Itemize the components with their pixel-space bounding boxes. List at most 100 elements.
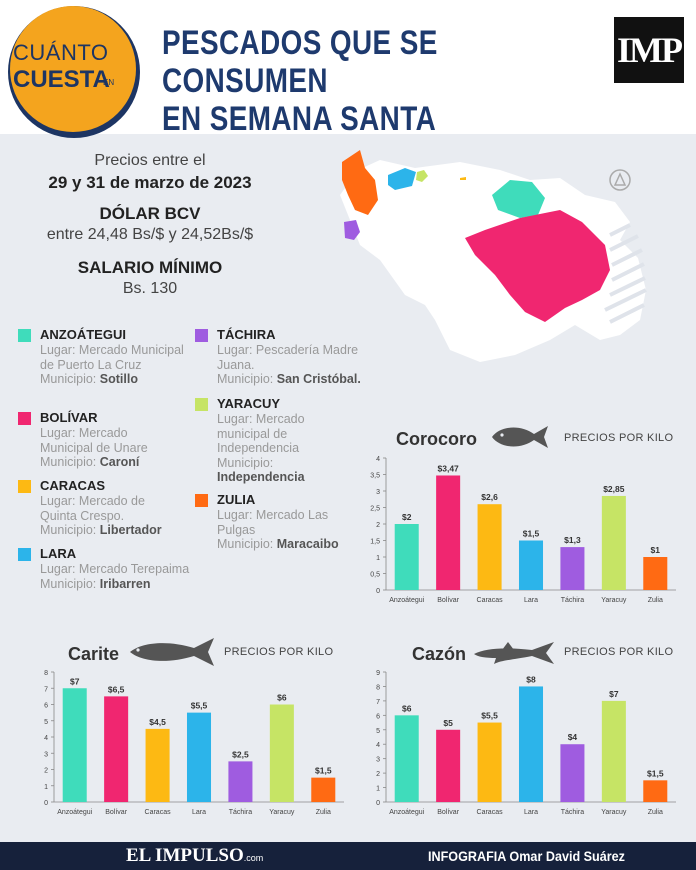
y-tick-label: 3 [376,757,380,764]
bar [436,729,461,802]
bar [477,504,502,590]
dolar-block: DÓLAR BCV entre 24,48 Bs/$ y 24,52Bs/$ [0,204,300,244]
map-caracas [460,177,466,180]
x-tick-label: Lara [524,809,538,816]
map-zulia [342,150,378,215]
bar-label: $5,5 [481,711,498,721]
dates-value: 29 y 31 de marzo de 2023 [48,173,252,192]
x-tick-label: Lara [524,597,538,604]
y-tick-label: 6 [44,703,48,710]
y-tick-label: 0 [376,588,380,595]
bar-label: $6 [402,703,412,713]
bar-label: $7 [70,676,80,686]
salario-block: SALARIO MÍNIMO Bs. 130 [0,258,300,298]
x-tick-label: Caracas [145,809,172,816]
x-tick-label: Bolívar [437,597,459,604]
corocoro-fish-icon [492,426,548,448]
bar [518,540,544,590]
x-tick-label: Caracas [477,809,504,816]
x-tick-label: Yaracuy [601,597,627,604]
chart-corocoro: 0 0,5 1 1,5 2 2,5 3 3,5 4 $2 Anzoátegui $3,47 Bolíva… [370,456,676,604]
map-bolivar [465,210,610,322]
venezuela-map [340,150,647,362]
dolar-value: entre 24,48 Bs/$ y 24,52Bs/$ [46,226,254,243]
cazon-fish-icon [474,642,554,664]
y-tick-label: 8 [44,670,48,677]
bar-label: $2,6 [481,492,498,502]
salario-label: SALARIO MÍNIMO [77,258,223,277]
bar-label: $3,47 [438,463,460,473]
page-title: PESCADOS QUE SE CONSUMEN EN SEMANA SANTA [162,24,438,138]
bar [601,700,626,802]
y-tick-label: 0 [44,800,48,807]
bar [311,777,336,802]
x-tick-label: Zulia [316,809,331,816]
dates-label: Precios entre el [94,152,206,169]
compass-icon [609,169,631,191]
badge-line1: CUÁNTO [13,40,109,65]
x-tick-label: Yaracuy [269,809,295,816]
x-tick-label: Bolívar [437,809,459,816]
bar [477,722,502,802]
map-anzoategui [492,180,545,218]
chart-corocoro-subtitle: PRECIOS POR KILO [564,432,674,444]
x-tick-label: Lara [192,809,206,816]
infografia-credit: INFOGRAFIA Omar David Suárez [428,848,625,864]
map-lara [388,168,416,190]
y-tick-label: 4 [376,742,380,749]
y-tick-label: 1,5 [370,539,380,546]
map-yaracuy [416,170,428,182]
bar-label: $1 [651,545,661,555]
y-tick-label: 5 [376,728,380,735]
badge-line2: CUESTA [13,66,110,93]
bar [643,557,668,590]
bar-label: $1,5 [523,529,540,539]
y-tick-label: 2 [44,768,48,775]
y-tick-label: 3,5 [370,473,380,480]
cuanto-cuesta-badge: CUÁNTO CUESTA EN [8,6,140,138]
bar-label: $2,85 [603,484,625,494]
y-tick-label: 3 [376,489,380,496]
y-tick-label: 8 [376,684,380,691]
bar [62,688,87,802]
bar-label: $6 [277,693,287,703]
map-tachira [344,220,360,240]
chart-cazon-title: Cazón [412,644,466,664]
y-tick-label: 5 [44,719,48,726]
y-tick-label: 1 [44,784,48,791]
x-tick-label: Táchira [561,597,584,604]
bar [560,744,585,802]
y-tick-label: 2 [376,771,380,778]
bar [394,524,419,590]
bar-label: $2 [402,512,412,522]
x-tick-label: Táchira [229,809,252,816]
x-tick-label: Zulia [648,597,663,604]
bar [643,780,668,802]
y-tick-label: 2 [376,522,380,529]
bar-label: $1,5 [647,768,664,778]
dolar-label: DÓLAR BCV [99,204,201,223]
bar [436,475,461,590]
x-tick-label: Caracas [477,597,504,604]
bar [145,728,170,802]
y-tick-label: 7 [376,699,380,706]
chart-carite-title: Carite [68,644,120,664]
bar-label: $1,3 [564,535,581,545]
chart-corocoro-title: Corocoro [396,429,477,449]
y-tick-label: 0 [376,800,380,807]
bar-label: $4,5 [149,717,166,727]
chart-cazon-subtitle: PRECIOS POR KILO [564,646,674,658]
footer [0,842,696,870]
y-tick-label: 6 [376,713,380,720]
bar [518,686,544,802]
x-tick-label: Táchira [561,809,584,816]
bar-label: $2,5 [232,749,249,759]
x-tick-label: Anzoátegui [57,809,92,816]
y-tick-label: 9 [376,670,380,677]
bar [601,495,626,590]
bar [394,715,419,802]
bar-label: $5 [443,718,453,728]
chart-cazon: 0 1 2 3 4 5 6 7 8 9 $6 Anzoátegui $5 Bolívar $5,5 Carac… [376,670,676,816]
dates-block: Precios entre el 29 y 31 de marzo de 202… [0,152,300,193]
bar-label: $7 [609,689,619,699]
